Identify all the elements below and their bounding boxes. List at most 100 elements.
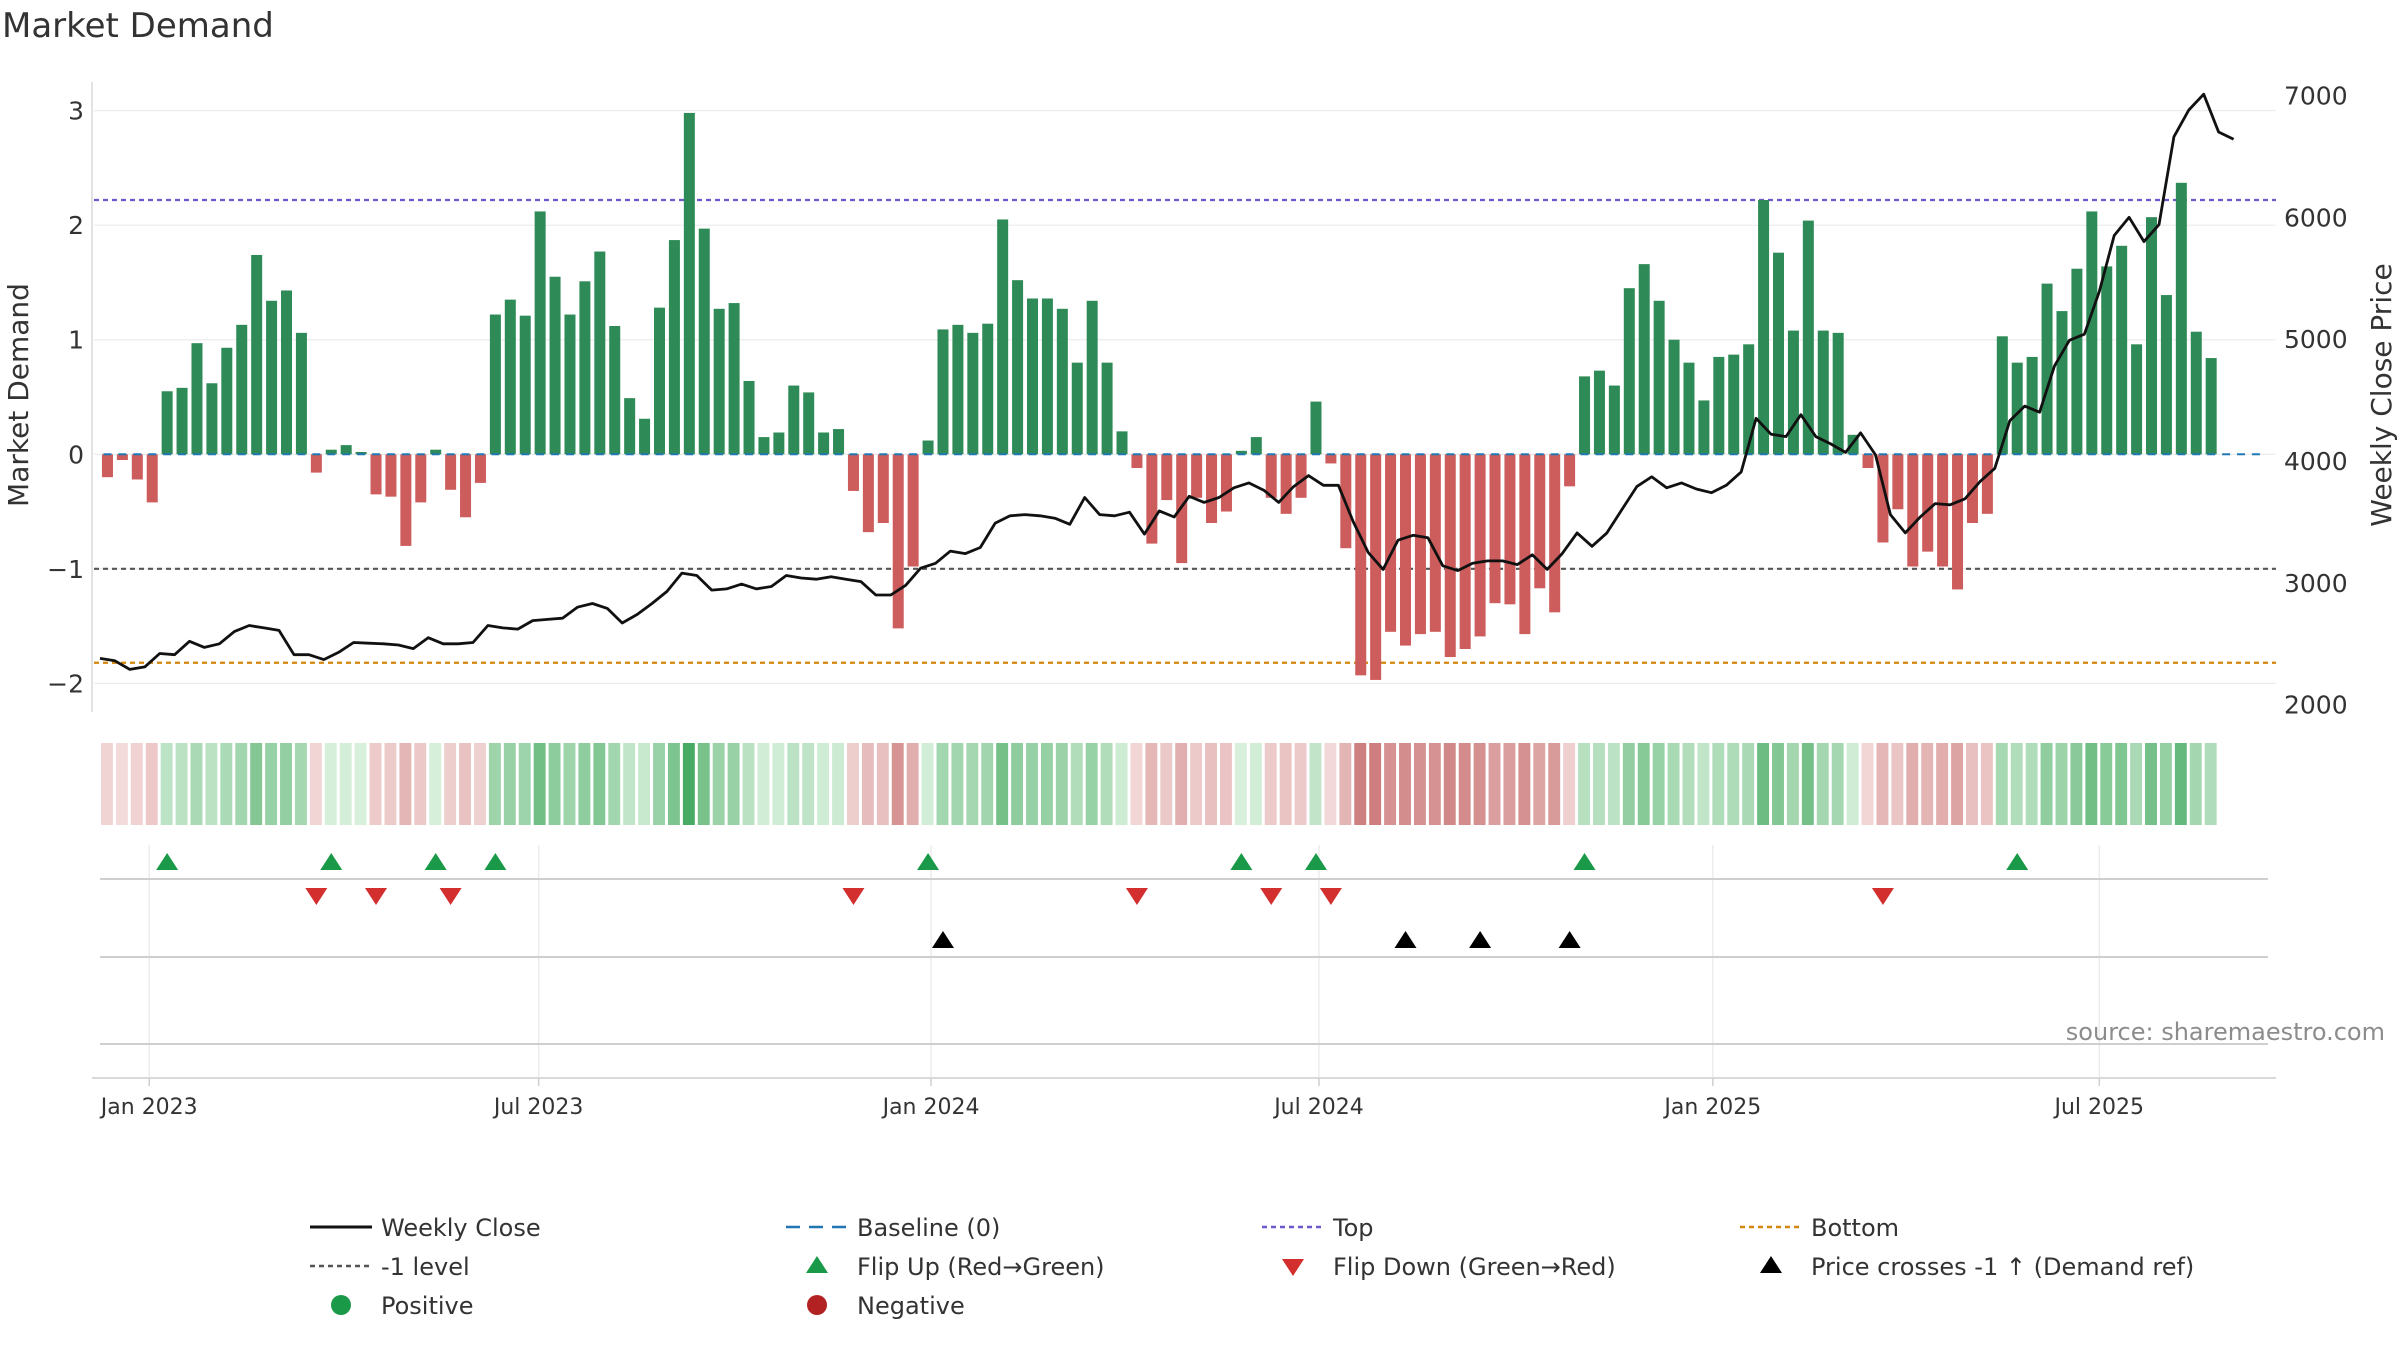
left-tick-label: 0 (68, 440, 84, 469)
right-axis-label: Weekly Close Price (2365, 263, 2398, 526)
negative-demand-bar (445, 454, 457, 490)
heat-cell (1578, 743, 1590, 825)
positive-demand-bar (176, 387, 188, 455)
negative-demand-bar (1937, 454, 1949, 567)
negative-demand-bar (1504, 454, 1516, 605)
heat-cell (1443, 743, 1456, 825)
heat-cell (459, 743, 471, 825)
x-tick-label: Jan 2023 (99, 1095, 198, 1120)
legend-label: -1 level (381, 1253, 470, 1281)
negative-demand-bar (847, 454, 859, 491)
right-tick-label: 3000 (2284, 569, 2348, 598)
heat-cell (1593, 743, 1605, 825)
positive-demand-bar (1653, 300, 1665, 455)
heat-cell (563, 743, 576, 825)
positive-demand-bar (922, 440, 934, 455)
legend-entry: Weekly Close (310, 1214, 541, 1242)
legend-label: Bottom (1811, 1214, 1899, 1242)
positive-demand-bar (191, 343, 203, 455)
negative-demand-bar (1206, 454, 1218, 523)
flip-up-marker (320, 853, 343, 870)
x-tick-label: Jul 2023 (492, 1095, 584, 1120)
left-tick-label: 2 (68, 211, 84, 240)
heat-cell (936, 743, 949, 825)
positive-demand-bar (161, 391, 173, 455)
heat-cell (294, 743, 307, 825)
positive-demand-bar (1071, 362, 1083, 455)
heat-cell (1921, 743, 1934, 825)
legend-label: Baseline (0) (857, 1214, 1000, 1242)
heat-cell (399, 743, 412, 825)
flip-up-marker (1304, 853, 1327, 870)
negative-demand-bar (1459, 454, 1471, 649)
heat-cell (1011, 743, 1024, 825)
heat-cell (1831, 743, 1844, 825)
positive-demand-bar (564, 314, 576, 455)
heat-cell (414, 743, 427, 825)
left-tick-label: 1 (68, 326, 84, 355)
positive-demand-bar (2160, 295, 2172, 455)
heat-cell (503, 743, 516, 825)
negative-demand-bar (1325, 454, 1337, 464)
positive-demand-bar (2146, 217, 2157, 455)
heat-cell (1980, 743, 1993, 825)
positive-demand-bar (2131, 344, 2143, 455)
heat-cell (2010, 743, 2023, 825)
positive-demand-bar (1668, 339, 1680, 455)
heat-cell (1936, 743, 1949, 825)
positive-demand-bar (1056, 308, 1068, 455)
negative-demand-bar (1355, 454, 1367, 676)
positive-demand-bar (1086, 300, 1098, 455)
heat-cell (1727, 743, 1740, 825)
positive-demand-bar (1012, 280, 1024, 455)
heat-cell (1652, 743, 1665, 825)
heat-cell (1339, 743, 1352, 825)
heat-cell (2189, 743, 2202, 825)
heat-cell (250, 743, 263, 825)
flip-up-marker (1573, 853, 1596, 870)
negative-demand-bar (1444, 454, 1456, 658)
legend-swatch-triangle-down (1282, 1259, 1304, 1276)
negative-demand-bar (385, 454, 397, 497)
positive-demand-bar (1787, 330, 1799, 455)
positive-demand-bar (1027, 298, 1038, 455)
positive-demand-bar (1041, 298, 1053, 455)
negative-demand-bar (1952, 454, 1964, 590)
heat-cell (1622, 743, 1635, 825)
heat-cell (1533, 743, 1546, 825)
negative-demand-bar (460, 454, 472, 518)
left-tick-label: −2 (47, 669, 84, 698)
negative-demand-bar (1191, 454, 1203, 498)
heat-cell (339, 743, 352, 825)
heat-cell (1264, 743, 1277, 825)
heat-cell (1816, 743, 1829, 825)
heat-cell (2145, 743, 2157, 825)
positive-demand-bar (1758, 199, 1770, 455)
heat-cell (1637, 743, 1650, 825)
heat-cell (1966, 743, 1978, 825)
positive-demand-bar (997, 219, 1009, 455)
heat-cell (1772, 743, 1784, 825)
flip-down-marker (1260, 888, 1283, 905)
heat-cell (1563, 743, 1576, 825)
heat-cell (1503, 743, 1516, 825)
positive-demand-bar (1817, 330, 1829, 455)
heat-cell (369, 743, 382, 825)
heat-cell (533, 743, 546, 825)
negative-demand-bar (116, 454, 128, 460)
heat-cell (429, 743, 442, 825)
positive-demand-bar (1608, 385, 1620, 455)
heat-cell (847, 743, 859, 825)
heat-cell (2055, 743, 2068, 825)
heat-cell (712, 743, 725, 825)
positive-demand-bar (743, 380, 755, 455)
positive-demand-bar (295, 332, 307, 455)
heat-cell (1055, 743, 1068, 825)
left-axis-label: Market Demand (2, 283, 35, 507)
heat-cell (832, 743, 844, 825)
positive-demand-bar (967, 332, 979, 455)
flip-down-marker (1319, 888, 1342, 905)
heat-cell (309, 743, 322, 825)
heat-cell (802, 743, 815, 825)
